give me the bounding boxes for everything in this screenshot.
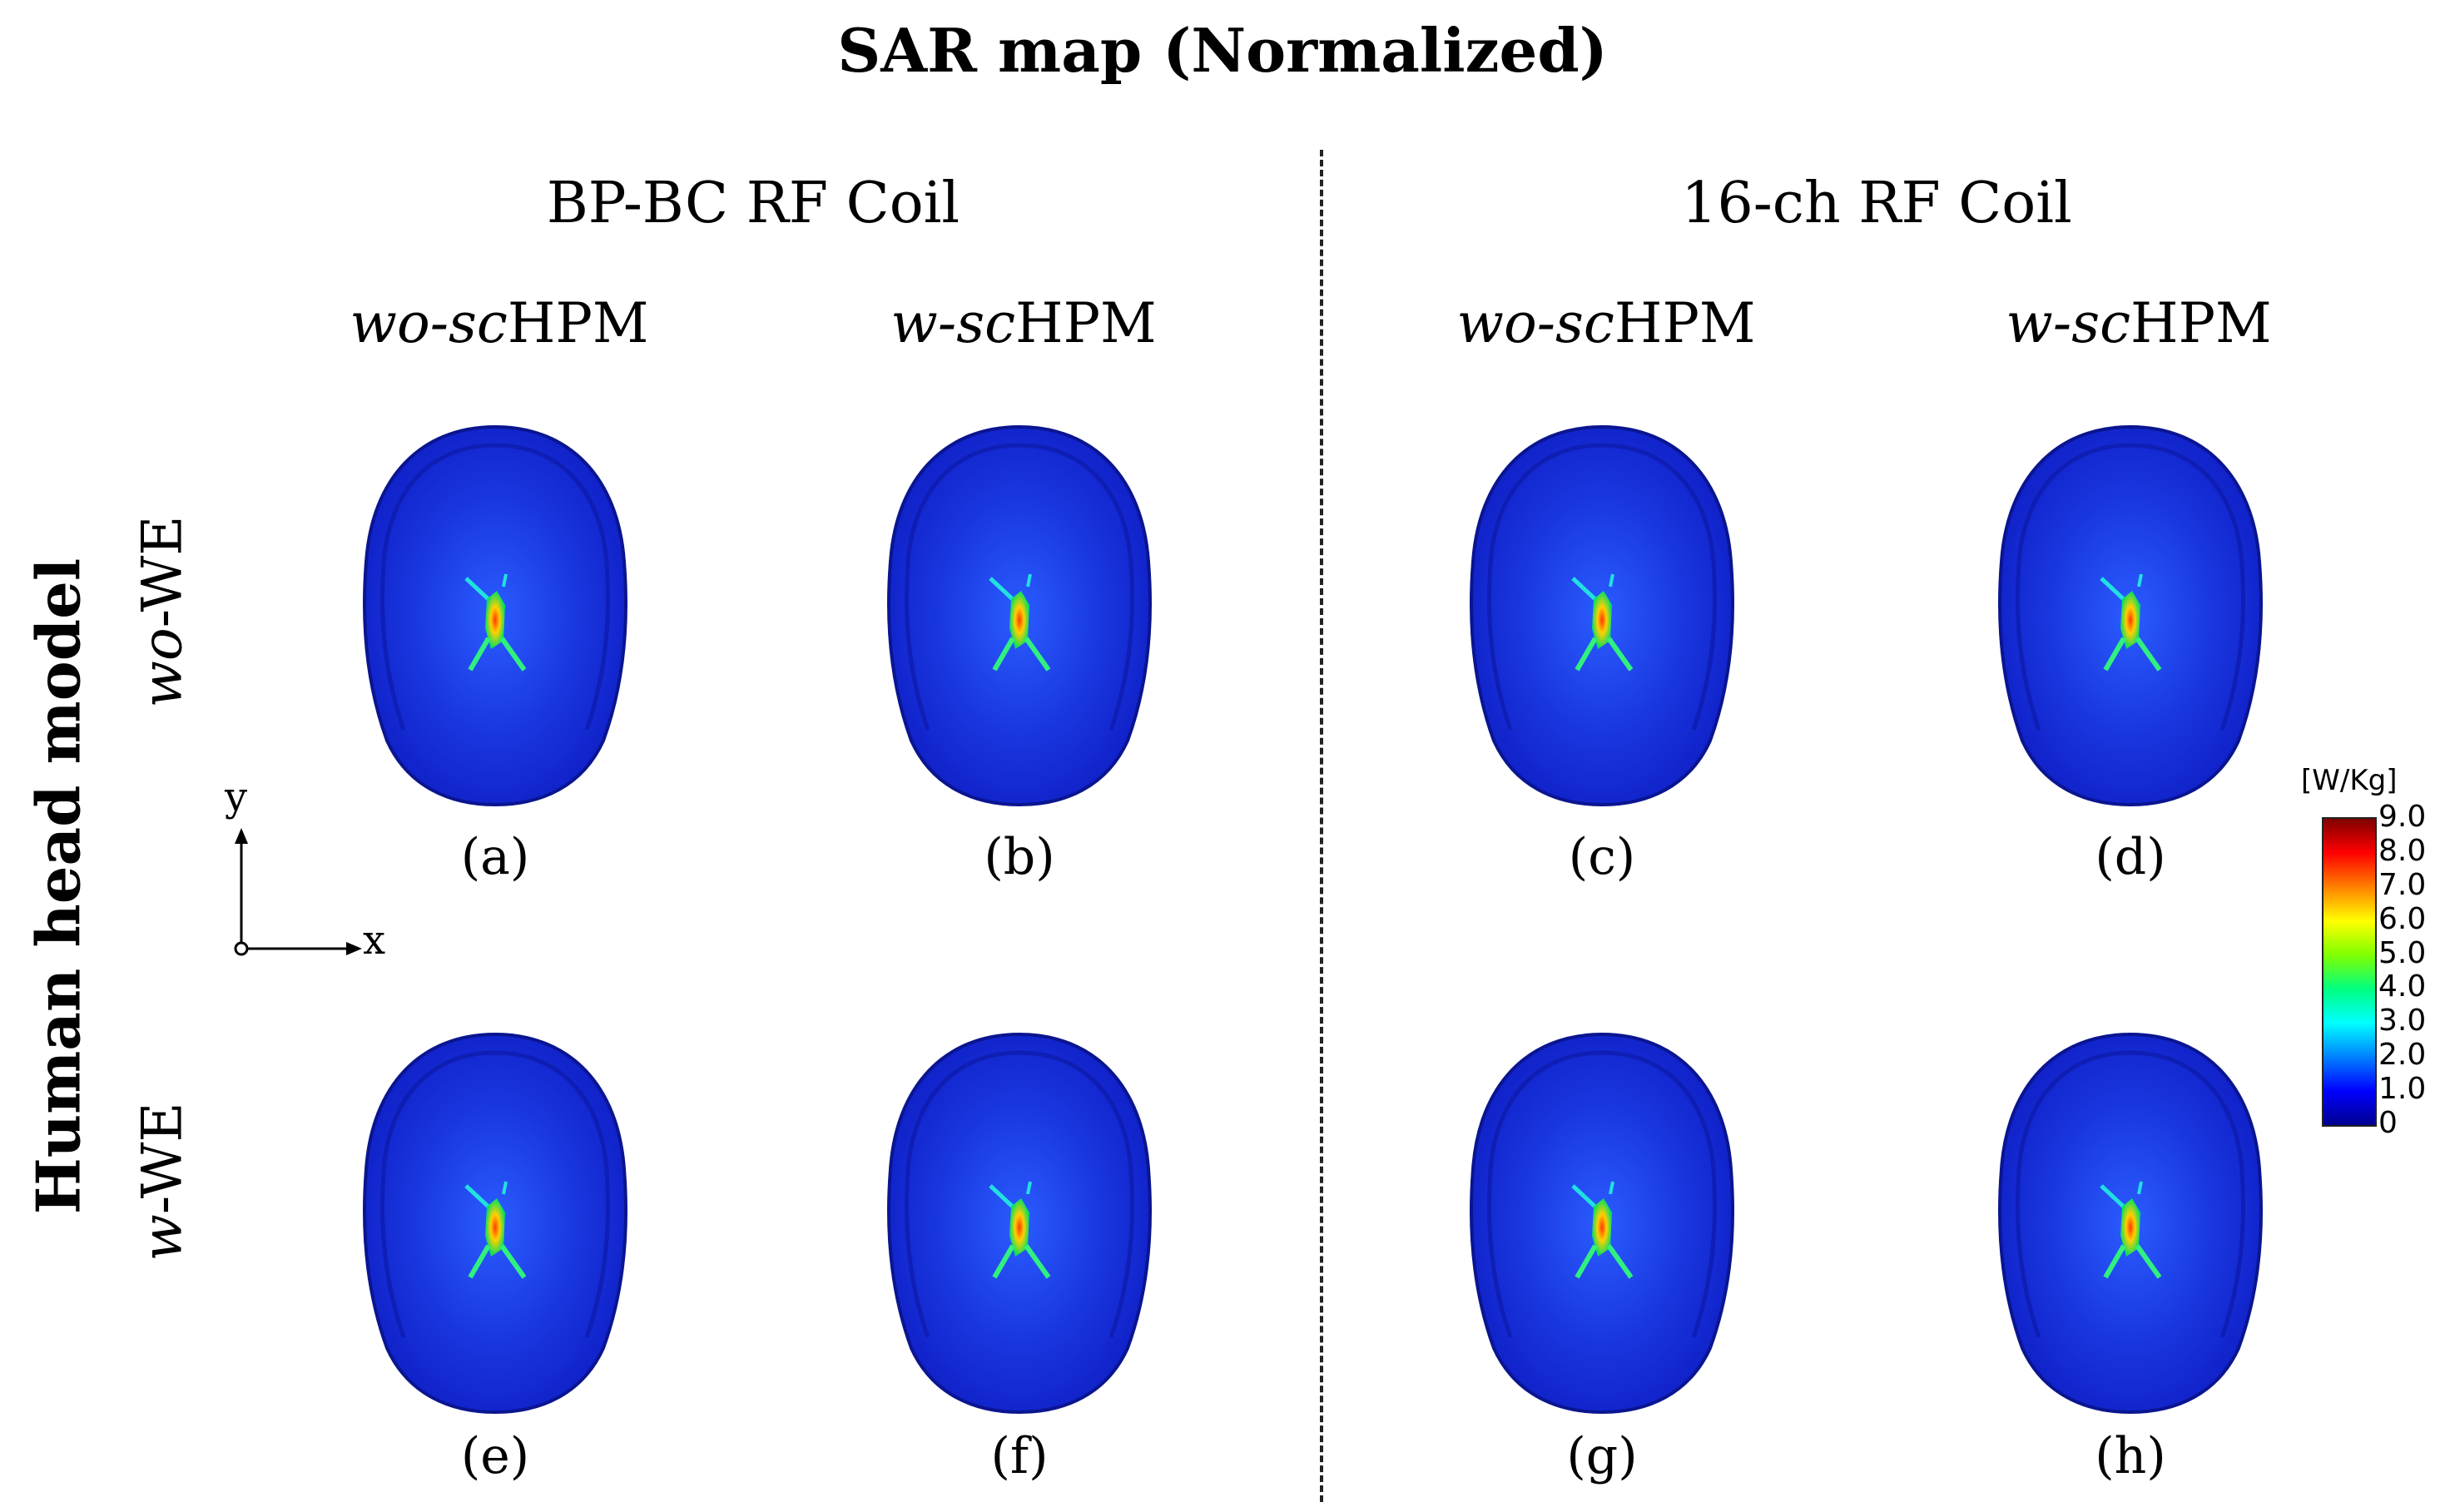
axis-label-y: y [225, 774, 248, 820]
colorbar-tick-label: 8.0 [2378, 833, 2427, 868]
colorbar-tick-label: 4.0 [2378, 969, 2427, 1004]
row-label-1-italic: wo [130, 627, 195, 708]
x-axis-arrow-head [346, 942, 362, 955]
colorbar-tick-label: 7.0 [2378, 867, 2427, 902]
row-label-1: wo-WE [131, 516, 195, 708]
column-label-2-rest: HPM [1015, 291, 1157, 355]
column-divider [1320, 150, 1323, 1502]
sar-map-b [878, 420, 1161, 811]
row-label-2-italic: w [130, 1214, 195, 1262]
column-label-4: w-scHPM [1931, 291, 2347, 355]
panel-label-b: (b) [984, 828, 1055, 886]
panel-label-d: (d) [2095, 828, 2166, 886]
column-label-3-italic: wo-sc [1456, 291, 1614, 355]
row-label-1-rest: -WE [130, 515, 195, 628]
colorbar-gradient [2322, 817, 2377, 1127]
panel-label-c: (c) [1568, 828, 1636, 886]
colorbar-tick-label: 0 [2378, 1106, 2398, 1140]
colorbar-tick-label: 2.0 [2378, 1038, 2427, 1073]
y-axis-arrow-head [235, 828, 248, 844]
column-label-3: wo-scHPM [1398, 291, 1814, 355]
panel-label-f: (f) [990, 1427, 1049, 1485]
coil-label-16ch: 16-ch RF Coil [1681, 171, 2072, 236]
panel-label-e: (e) [460, 1427, 530, 1485]
sar-map-h [1989, 1028, 2272, 1419]
sar-map-c [1461, 420, 1743, 811]
colorbar-tick-label: 5.0 [2378, 935, 2427, 970]
column-label-2: w-scHPM [816, 291, 1232, 355]
column-label-1: wo-scHPM [291, 291, 707, 355]
column-label-4-italic: w-sc [2006, 291, 2131, 355]
colorbar-tick-label: 1.0 [2378, 1072, 2427, 1107]
sar-map-f [878, 1028, 1161, 1419]
column-label-4-rest: HPM [2130, 291, 2272, 355]
panel-label-g: (g) [1566, 1427, 1638, 1485]
colorbar-tick-label: 9.0 [2378, 800, 2427, 834]
column-label-2-italic: w-sc [890, 291, 1016, 355]
sar-map-a [354, 420, 637, 811]
axis-indicator [234, 828, 362, 956]
row-label-2-rest: -WE [130, 1102, 195, 1215]
sar-map-e [354, 1028, 637, 1419]
sar-map-g [1461, 1028, 1743, 1419]
figure-title: SAR map (Normalized) [837, 15, 1608, 86]
side-label: Human head model [22, 558, 94, 1215]
colorbar-tick-label: 6.0 [2378, 901, 2427, 936]
colorbar-tick-label: 3.0 [2378, 1004, 2427, 1039]
colorbar-ticks: 9.0 8.0 7.0 6.0 5.0 4.0 3.0 2.0 1.0 0 [2378, 802, 2445, 1140]
axis-origin [234, 941, 249, 956]
colorbar-unit: [W/Kg] [2301, 764, 2398, 797]
sar-map-d [1989, 420, 2272, 811]
panel-label-a: (a) [460, 828, 530, 886]
axis-label-x: x [363, 917, 386, 964]
column-label-1-italic: wo-sc [350, 291, 508, 355]
panel-label-h: (h) [2095, 1427, 2166, 1485]
row-label-2: w-WE [131, 1102, 195, 1261]
coil-label-bpbc: BP-BC RF Coil [546, 171, 960, 236]
column-label-1-rest: HPM [507, 291, 649, 355]
column-label-3-rest: HPM [1614, 291, 1756, 355]
